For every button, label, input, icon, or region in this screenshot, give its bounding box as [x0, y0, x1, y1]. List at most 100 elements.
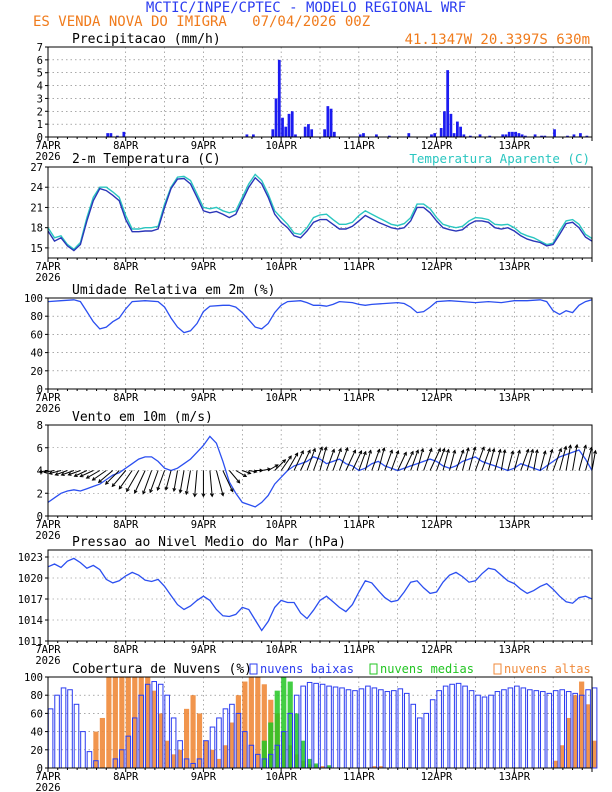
wind-arrow-head — [79, 473, 84, 478]
wind-arrow-head — [73, 473, 78, 477]
wind-arrow-head — [381, 447, 386, 452]
precip-bar — [566, 135, 569, 137]
wind-arrow-head — [362, 450, 367, 455]
x-year-label: 2026 — [35, 403, 60, 415]
wind-arrow — [235, 470, 247, 477]
x-tick-label: 9APR — [191, 140, 217, 152]
y-tick-label: 40 — [30, 727, 43, 739]
precip-bar — [271, 129, 275, 137]
wind-arrow-head — [201, 493, 206, 498]
y-tick-label: 1023 — [18, 552, 43, 564]
precip-bar — [294, 134, 297, 137]
wind-arrow — [261, 468, 271, 471]
wind-arrow-head — [446, 448, 450, 453]
cloud-high-bar — [171, 754, 177, 768]
wind-arrow-head — [549, 448, 554, 453]
wind-arrow-head — [48, 471, 53, 475]
cloud-mid-bar — [274, 690, 280, 768]
legend-swatch — [493, 663, 502, 675]
wind-arrow-head — [247, 470, 252, 475]
x-tick-label: 10APR — [265, 140, 297, 152]
cloud-mid-bar — [326, 765, 332, 768]
precip-bar — [452, 133, 456, 137]
wind-arrow — [500, 449, 506, 471]
wind-arrow-head — [126, 488, 130, 493]
panel-3: 0 20 40 60 80 100 7APR 8APR 9APR 10APR 11APR 12APR 1… — [24, 283, 593, 415]
x-tick-label: 7APR — [35, 392, 61, 404]
x-tick-label: 10APR — [265, 261, 297, 273]
wind-arrow-head — [307, 449, 311, 454]
wind-arrow — [319, 447, 327, 471]
wind-arrow-head — [389, 449, 394, 454]
wind-arrow — [578, 445, 587, 471]
cloud-high-bar — [242, 681, 248, 768]
wind-arrow — [74, 470, 88, 477]
wind-arrow-head — [134, 489, 138, 494]
x-tick-label: 7APR — [35, 644, 61, 656]
x-tick-label: 8APR — [113, 140, 139, 152]
wind-arrow-head — [236, 479, 241, 484]
wind-arrow — [68, 470, 81, 476]
precip-bar — [109, 133, 113, 137]
wind-arrow — [49, 470, 62, 475]
wind-arrow — [248, 470, 257, 473]
panel-title: Cobertura de Nuvens (%) — [72, 662, 252, 677]
wind-arrow-head — [300, 449, 304, 455]
wind-arrow-head — [209, 493, 214, 498]
wind-arrow-head — [472, 446, 477, 451]
wind-arrow-head — [242, 473, 248, 478]
y-tick-label: 21 — [30, 202, 43, 214]
wind-arrow-head — [38, 469, 43, 474]
wind-arrow — [487, 448, 495, 471]
legend-label: nuvens altas — [504, 662, 591, 676]
wind-arrow — [371, 449, 380, 471]
panel-title: Umidade Relativa em 2m (%) — [72, 283, 276, 298]
x-tick-label: 10APR — [265, 392, 297, 404]
wind-arrow — [429, 448, 441, 471]
x-tick-label: 13APR — [498, 261, 530, 273]
cloud-high-bar — [255, 677, 261, 768]
y-tick-label: 80 — [30, 690, 43, 702]
precip-bar — [520, 134, 524, 137]
wind-arrow-head — [104, 480, 109, 485]
wind-arrow — [520, 449, 529, 471]
y-tick-label: 24 — [30, 182, 43, 194]
wind-arrow-head — [274, 464, 279, 468]
cloud-high-bar — [235, 695, 241, 768]
precip-bar — [281, 117, 284, 137]
wind-arrow-head — [352, 449, 357, 454]
wind-arrow — [242, 470, 251, 474]
wind-arrow-head — [583, 444, 587, 449]
wind-arrow — [300, 449, 311, 471]
wind-arrow — [142, 470, 153, 494]
x-tick-label: 13APR — [498, 519, 530, 531]
wind-arrow-head — [253, 469, 258, 474]
cloud-high-bar — [248, 677, 254, 768]
x-tick-label: 9APR — [191, 644, 217, 656]
x-tick-label: 7APR — [35, 140, 61, 152]
y-tick-label: 1017 — [18, 594, 43, 606]
temperature-line — [47, 176, 593, 252]
precip-bar — [358, 134, 362, 137]
x-tick-label: 12APR — [421, 140, 453, 152]
y-tick-label: 80 — [30, 311, 43, 323]
x-year-label: 2026 — [35, 782, 60, 792]
x-tick-label: 13APR — [498, 644, 530, 656]
wind-arrow-head — [312, 447, 316, 452]
wind-arrow — [390, 450, 399, 471]
precip-bar — [388, 135, 391, 137]
cloud-mid-bar — [300, 740, 306, 768]
cloud-high-bar — [93, 731, 99, 768]
wind-arrow — [194, 470, 198, 497]
wind-arrow-head — [338, 447, 342, 452]
precip-bar — [585, 135, 589, 137]
wind-arrow — [267, 464, 279, 471]
wind-arrow — [546, 449, 553, 471]
cloud-high-bar — [184, 708, 190, 768]
cloud-high-bar — [112, 677, 118, 768]
wind-arrow-head — [229, 488, 234, 493]
y-tick-label: 2 — [37, 488, 43, 500]
precip-bar — [433, 133, 437, 137]
